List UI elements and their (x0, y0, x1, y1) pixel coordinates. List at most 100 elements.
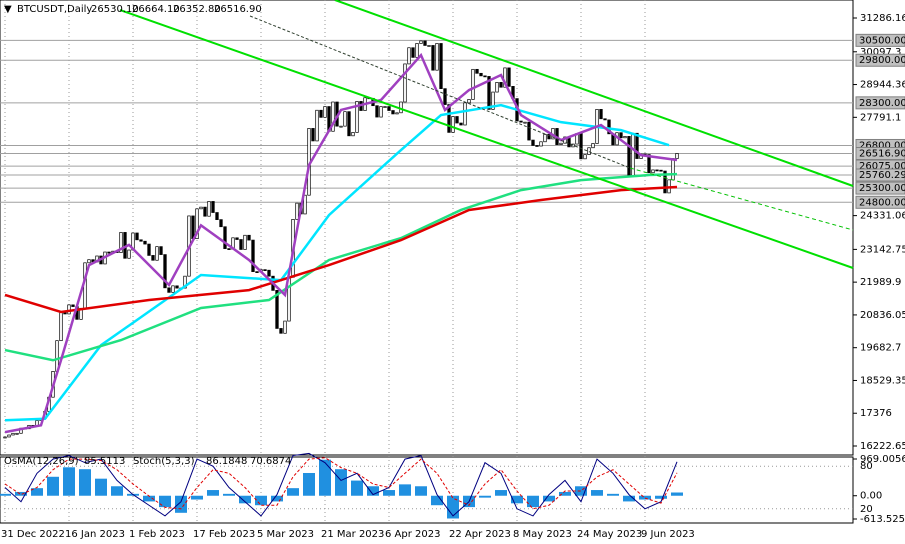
candle (339, 125, 343, 128)
candle (583, 154, 587, 160)
y-tick-label: 20836.05 (860, 310, 905, 321)
candle (591, 143, 595, 149)
candle (451, 116, 455, 133)
y-tick-label: 28944.36 (860, 80, 905, 91)
stoch-line (4, 452, 678, 517)
candle (599, 109, 603, 120)
y-tick-label: 23142.75 (860, 244, 905, 255)
candle (535, 145, 539, 147)
candle (467, 99, 471, 104)
candle (71, 304, 75, 307)
level-label: 25300.00 (859, 183, 905, 194)
quote-high: 26664.10 (132, 4, 180, 15)
trend-line (629, 167, 854, 231)
candle (143, 240, 147, 245)
candle (415, 43, 419, 58)
level-label: 26800.00 (859, 140, 905, 151)
candle (239, 239, 243, 250)
candle (211, 201, 215, 213)
trend-line (249, 15, 631, 169)
y-tick-label: 31286.16 (860, 13, 905, 24)
candle (623, 136, 627, 139)
candle (495, 82, 499, 93)
oscillator-panel (0, 456, 854, 524)
osma-bar (143, 495, 155, 502)
candle (191, 215, 195, 240)
candle (355, 101, 359, 133)
candle (427, 45, 431, 47)
candle (59, 311, 63, 342)
candle (303, 194, 307, 215)
osc-tick-label: 0.00 (860, 491, 882, 502)
candle (383, 106, 387, 108)
candle (255, 271, 259, 273)
x-tick-label: 16 Jan 2023 (65, 529, 125, 540)
osma-bar (207, 490, 219, 496)
candle (659, 169, 663, 172)
stoch-signal-value: 70.6874 (250, 456, 291, 467)
candle (147, 243, 151, 256)
level-label: 25760.29 (859, 170, 905, 181)
candle (387, 106, 391, 111)
level-box (855, 33, 905, 47)
x-tick-label: 24 May 2023 (577, 529, 642, 540)
candle (587, 147, 591, 155)
candle (279, 328, 283, 334)
candle (547, 134, 551, 140)
candle (15, 432, 19, 435)
osma-bar (271, 495, 283, 502)
candle (423, 40, 427, 46)
y-tick-label: 27791.1 (860, 112, 901, 123)
candle (351, 132, 355, 137)
stoch-name: Stoch(5,3,3) (133, 456, 195, 467)
osma-bar (543, 495, 555, 502)
candle (503, 67, 507, 88)
menu-arrow[interactable]: ▼ (4, 4, 12, 15)
candle (619, 132, 623, 139)
price-panel (0, 0, 854, 456)
candle (163, 254, 167, 289)
y-tick-label: 18529.35 (860, 375, 905, 386)
candle (295, 202, 299, 220)
osma-bar (223, 493, 235, 496)
osma-name: OsMA(12,26,9) (4, 456, 79, 467)
level-box (855, 181, 905, 195)
osma-bar (0, 493, 11, 496)
osma-bar (479, 495, 491, 498)
labels: ▼ BTCUSDT,Daily 26530.10 26664.10 26352.… (1, 4, 905, 540)
candle (151, 255, 155, 261)
candle (491, 91, 495, 110)
candle (343, 111, 347, 127)
symbol-title: BTCUSDT,Daily (17, 4, 92, 15)
candle (107, 251, 111, 254)
candle (507, 67, 511, 87)
candle (183, 275, 187, 289)
candle (7, 434, 11, 438)
level-label: 28300.00 (859, 98, 905, 109)
osma-bar (527, 495, 539, 508)
stoch-main-value: 86.1848 (206, 456, 247, 467)
candle (431, 45, 435, 71)
osma-bar (95, 478, 107, 496)
candle (579, 133, 583, 160)
candle (175, 285, 179, 289)
candle (167, 287, 171, 293)
candle (207, 201, 211, 217)
candle (399, 101, 403, 114)
candle (407, 47, 411, 65)
candle (527, 121, 531, 141)
x-tick-label: 9 Jun 2023 (641, 529, 695, 540)
osma-bar (431, 495, 443, 506)
candle (531, 139, 535, 146)
candle (463, 102, 467, 126)
grid (0, 0, 857, 523)
candle (263, 269, 267, 271)
moving-average (4, 172, 678, 362)
level-box (855, 195, 905, 209)
osc-tick-label: 969.0056 (860, 454, 905, 465)
osma-bar (303, 472, 315, 496)
candle (647, 154, 651, 174)
candle (403, 63, 407, 103)
candle (559, 142, 563, 145)
candle (243, 234, 247, 250)
